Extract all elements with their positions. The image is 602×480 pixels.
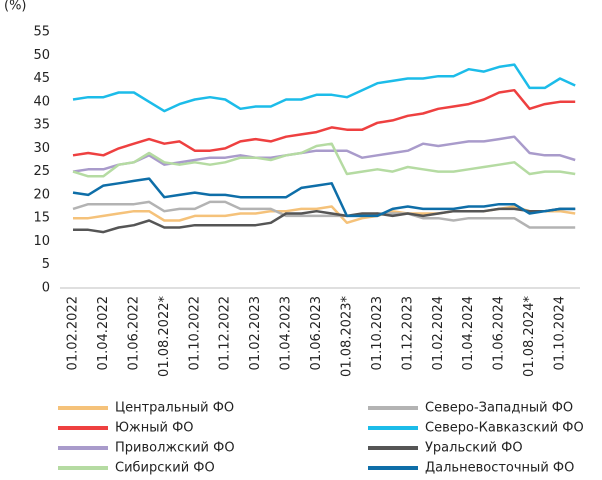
y-tick-label: 45 — [33, 71, 50, 86]
x-tick-label: 01.04.2022 — [96, 296, 111, 370]
series-line — [73, 207, 576, 234]
x-tick-label: 01.10.2024 — [553, 296, 568, 370]
series-line — [72, 177, 576, 218]
x-tick-label: 01.04.2024 — [461, 296, 476, 370]
y-tick-label: 35 — [33, 118, 50, 133]
y-tick-label: 25 — [33, 164, 50, 179]
legend-label: Дальневосточный ФО — [425, 461, 574, 476]
x-tick-label: 01.12.2023 — [400, 296, 415, 370]
x-tick-label: 01.08.2023* — [339, 296, 354, 377]
y-tick-label: 0 — [42, 281, 50, 296]
x-tick-label: 01.02.2022 — [66, 296, 81, 370]
x-tick-label: 01.06.2024 — [492, 296, 507, 370]
x-tick-label: 01.12.2022 — [218, 296, 233, 370]
series-line — [72, 142, 576, 178]
x-tick-label: 01.02.2024 — [431, 296, 446, 370]
legend-label: Северо-Западный ФО — [425, 401, 573, 416]
series-line — [72, 200, 576, 229]
y-tick-label: 5 — [42, 257, 50, 272]
x-tick-label: 01.06.2023 — [309, 296, 324, 370]
legend-label: Центральный ФО — [115, 401, 234, 416]
legend-label: Северо-Кавказский ФО — [425, 421, 584, 436]
y-tick-label: 55 — [33, 25, 50, 40]
legend-label: Приволжский ФО — [115, 441, 235, 456]
y-axis-label: (%) — [4, 0, 27, 14]
y-tick-label: 30 — [33, 141, 50, 156]
x-tick-label: 01.10.2022 — [187, 296, 202, 370]
y-tick-label: 50 — [33, 48, 50, 63]
x-tick-label: 01.10.2023 — [370, 296, 385, 370]
series-line — [72, 63, 576, 113]
y-tick-label: 15 — [33, 211, 50, 226]
legend-label: Уральский ФО — [425, 441, 523, 456]
series-line — [72, 135, 576, 173]
x-tick-label: 01.02.2023 — [248, 296, 263, 370]
y-tick-label: 20 — [33, 187, 50, 202]
x-tick-label: 01.08.2022* — [157, 296, 172, 377]
x-tick-label: 01.04.2023 — [279, 296, 294, 370]
x-tick-label: 01.08.2024* — [522, 296, 537, 377]
legend-label: Сибирский ФО — [115, 461, 215, 476]
y-tick-label: 40 — [33, 94, 50, 109]
y-tick-label: 10 — [33, 234, 50, 249]
x-tick-label: 01.06.2022 — [126, 296, 141, 370]
legend-label: Южный ФО — [115, 421, 194, 436]
series-line — [72, 88, 576, 157]
